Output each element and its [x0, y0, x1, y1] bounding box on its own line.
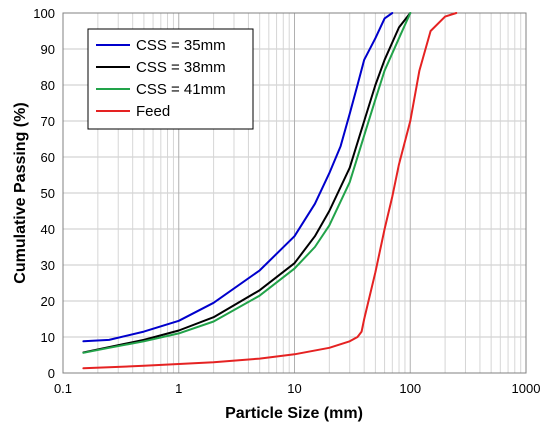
legend-label: CSS = 35mm — [136, 37, 226, 54]
legend-label: CSS = 38mm — [136, 59, 226, 76]
x-tick-label: 100 — [399, 381, 421, 396]
y-tick-label: 70 — [41, 114, 55, 129]
y-tick-label: 30 — [41, 258, 55, 273]
y-tick-labels: 0 10 20 30 40 50 60 70 80 90 100 — [33, 6, 55, 381]
plot-frame — [62, 12, 527, 374]
y-tick-label: 50 — [41, 186, 55, 201]
x-tick-label: 10 — [287, 381, 301, 396]
y-tick-label: 20 — [41, 294, 55, 309]
x-tick-label: 0.1 — [54, 381, 72, 396]
x-tick-labels: 0.1 1 10 100 1000 — [54, 381, 541, 396]
y-tick-label: 40 — [41, 222, 55, 237]
legend-label: CSS = 41mm — [136, 81, 226, 98]
series-line — [82, 12, 412, 354]
y-tick-label: 10 — [41, 330, 55, 345]
y-tick-label: 60 — [41, 150, 55, 165]
x-axis-title: Particle Size (mm) — [225, 405, 363, 422]
y-axis-title: Cumulative Passing (%) — [12, 102, 29, 283]
series-lines — [82, 12, 458, 370]
legend-label: Feed — [136, 103, 170, 120]
series-line — [82, 12, 412, 354]
y-tick-label: 80 — [41, 78, 55, 93]
series-line — [82, 12, 394, 343]
x-tick-label: 1000 — [512, 381, 541, 396]
series-line — [82, 12, 458, 370]
y-tick-label: 100 — [33, 6, 55, 21]
y-tick-label: 90 — [41, 42, 55, 57]
x-tick-label: 1 — [175, 381, 182, 396]
y-tick-label: 0 — [48, 366, 55, 381]
legend: CSS = 35mm CSS = 38mm CSS = 41mm Feed — [87, 28, 254, 130]
